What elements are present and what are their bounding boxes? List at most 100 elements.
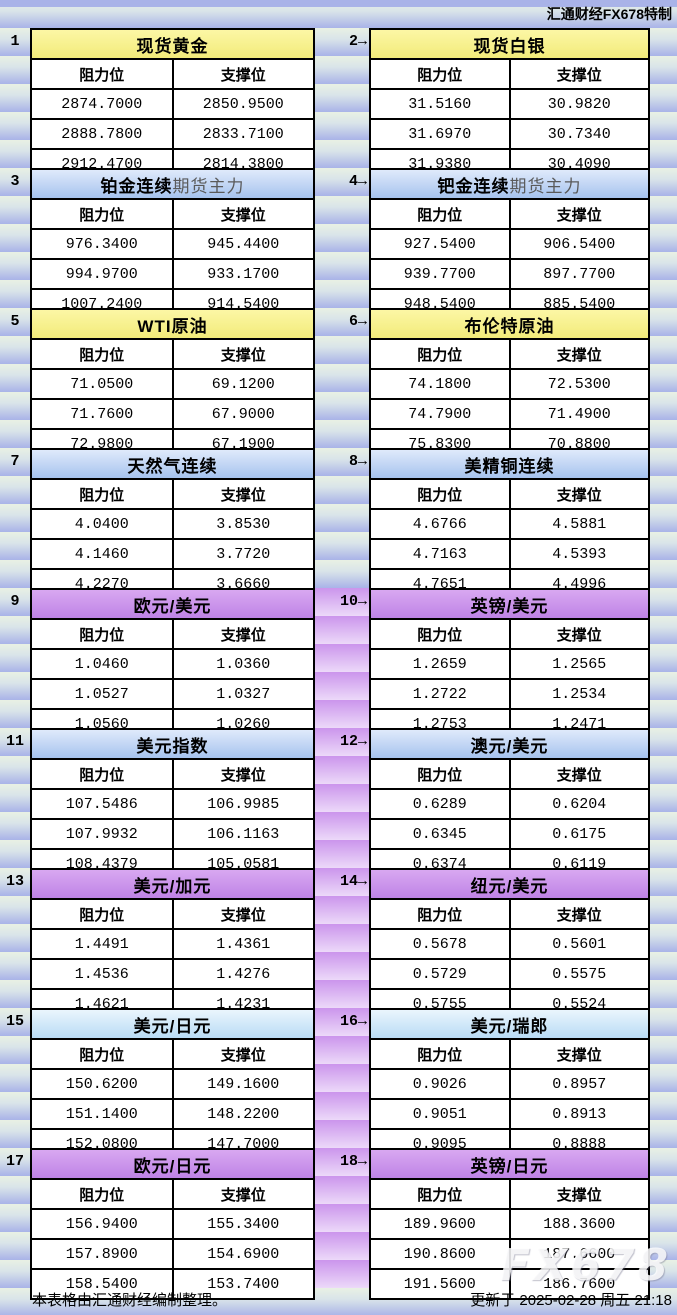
support-value: 155.3400: [171, 1208, 315, 1240]
instrument-title-main: 钯金连续: [437, 176, 510, 196]
support-value: 1.2565: [508, 648, 650, 680]
instrument-title: 纽元/美元: [369, 868, 650, 900]
resistance-column-header: 阻力位: [30, 58, 174, 90]
support-column-header: 支撑位: [171, 198, 315, 230]
resistance-value: 0.6345: [369, 818, 511, 850]
center-gutter-purple-stripe: [315, 588, 369, 1288]
support-resistance-table: 现货黄金 阻力位 支撑位 2874.7000 2850.9500 2888.78…: [30, 28, 315, 180]
instrument-title: 美元指数: [30, 728, 315, 760]
instrument-title-main: 美精铜连续: [464, 456, 555, 476]
resistance-column-header: 阻力位: [30, 618, 174, 650]
support-value: 1.4361: [171, 928, 315, 960]
resistance-value: 74.7900: [369, 398, 511, 430]
support-column-header: 支撑位: [171, 478, 315, 510]
panel: 3 铂金连续期货主力 阻力位 支撑位 976.3400 945.4400 994…: [0, 168, 315, 320]
instrument-title-main: 澳元/美元: [470, 736, 549, 756]
resistance-value: 1.0560: [30, 708, 174, 740]
support-resistance-table: 纽元/美元 阻力位 支撑位 0.5678 0.5601 0.5729 0.557…: [369, 868, 650, 1020]
support-resistance-table: 天然气连续 阻力位 支撑位 4.0400 3.8530 4.1460 3.772…: [30, 448, 315, 600]
support-column-header: 支撑位: [508, 1178, 650, 1210]
panel: 15 美元/日元 阻力位 支撑位 150.6200 149.1600 151.1…: [0, 1008, 315, 1160]
support-column-header: 支撑位: [508, 338, 650, 370]
resistance-value: 31.5160: [369, 88, 511, 120]
panel: 1 现货黄金 阻力位 支撑位 2874.7000 2850.9500 2888.…: [0, 28, 315, 180]
support-column-header: 支撑位: [171, 338, 315, 370]
support-column-header: 支撑位: [171, 758, 315, 790]
support-value: 0.5575: [508, 958, 650, 990]
support-value: 0.6175: [508, 818, 650, 850]
instrument-title: 铂金连续期货主力: [30, 168, 315, 200]
support-value: 906.5400: [508, 228, 650, 260]
instrument-title: 现货白银: [369, 28, 650, 60]
panel: 13 美元/加元 阻力位 支撑位 1.4491 1.4361 1.4536 1.…: [0, 868, 315, 1020]
resistance-column-header: 阻力位: [369, 758, 511, 790]
top-blue-bar: [0, 0, 677, 7]
support-value: 0.8913: [508, 1098, 650, 1130]
support-resistance-table: 英镑/美元 阻力位 支撑位 1.2659 1.2565 1.2722 1.253…: [369, 588, 650, 740]
instrument-title: WTI原油: [30, 308, 315, 340]
resistance-column-header: 阻力位: [369, 338, 511, 370]
instrument-title: 英镑/美元: [369, 588, 650, 620]
support-resistance-table: 英镑/日元 阻力位 支撑位 189.9600 188.3600 190.8600…: [369, 1148, 650, 1300]
resistance-column-header: 阻力位: [30, 1038, 174, 1070]
panel-index-label: 1: [10, 33, 20, 50]
support-resistance-table: WTI原油 阻力位 支撑位 71.0500 69.1200 71.7600 67…: [30, 308, 315, 460]
resistance-value: 107.9932: [30, 818, 174, 850]
instrument-title: 美精铜连续: [369, 448, 650, 480]
support-value: 0.6204: [508, 788, 650, 820]
support-resistance-table: 美元/日元 阻力位 支撑位 150.6200 149.1600 151.1400…: [30, 1008, 315, 1160]
support-value: 149.1600: [171, 1068, 315, 1100]
support-value: 1.0327: [171, 678, 315, 710]
resistance-value: 4.6766: [369, 508, 511, 540]
support-column-header: 支撑位: [171, 618, 315, 650]
resistance-value: 71.0500: [30, 368, 174, 400]
resistance-value: 74.1800: [369, 368, 511, 400]
panel: 7 天然气连续 阻力位 支撑位 4.0400 3.8530 4.1460 3.7…: [0, 448, 315, 600]
support-column-header: 支撑位: [171, 898, 315, 930]
instrument-title-main: 美元/加元: [133, 876, 212, 896]
instrument-title-main: 布伦特原油: [464, 316, 555, 336]
panel-index-label: 13: [5, 873, 24, 890]
support-value: 4.5393: [508, 538, 650, 570]
panel-index-label: 8→: [348, 453, 367, 470]
resistance-value: 4.0400: [30, 508, 174, 540]
support-resistance-table: 铂金连续期货主力 阻力位 支撑位 976.3400 945.4400 994.9…: [30, 168, 315, 320]
resistance-value: 2874.7000: [30, 88, 174, 120]
resistance-value: 190.8600: [369, 1238, 511, 1270]
resistance-value: 4.1460: [30, 538, 174, 570]
resistance-value: 1.4536: [30, 958, 174, 990]
support-resistance-table: 澳元/美元 阻力位 支撑位 0.6289 0.6204 0.6345 0.617…: [369, 728, 650, 880]
resistance-value: 1.2659: [369, 648, 511, 680]
resistance-value: 1.0527: [30, 678, 174, 710]
panel: 9 欧元/美元 阻力位 支撑位 1.0460 1.0360 1.0527 1.0…: [0, 588, 315, 740]
resistance-value: 2888.7800: [30, 118, 174, 150]
support-resistance-table: 现货白银 阻力位 支撑位 31.5160 30.9820 31.6970 30.…: [369, 28, 650, 180]
brand-note: 汇通财经FX678特制: [546, 6, 672, 22]
support-column-header: 支撑位: [508, 758, 650, 790]
support-resistance-table: 布伦特原油 阻力位 支撑位 74.1800 72.5300 74.7900 71…: [369, 308, 650, 460]
support-column-header: 支撑位: [171, 1178, 315, 1210]
instrument-title: 英镑/日元: [369, 1148, 650, 1180]
panel: 18→ 英镑/日元 阻力位 支撑位 189.9600 188.3600 190.…: [315, 1148, 650, 1300]
support-value: 1.4276: [171, 958, 315, 990]
support-value: 1.0360: [171, 648, 315, 680]
support-value: 0.5601: [508, 928, 650, 960]
support-value: 69.1200: [171, 368, 315, 400]
resistance-value: 150.6200: [30, 1068, 174, 1100]
instrument-title: 布伦特原油: [369, 308, 650, 340]
support-value: 945.4400: [171, 228, 315, 260]
panel: 12→ 澳元/美元 阻力位 支撑位 0.6289 0.6204 0.6345 0…: [315, 728, 650, 880]
resistance-value: 31.6970: [369, 118, 511, 150]
panel: 17 欧元/日元 阻力位 支撑位 156.9400 155.3400 157.8…: [0, 1148, 315, 1300]
resistance-value: 4.7163: [369, 538, 511, 570]
resistance-value: 976.3400: [30, 228, 174, 260]
panel: 5 WTI原油 阻力位 支撑位 71.0500 69.1200 71.7600 …: [0, 308, 315, 460]
support-value: 0.8957: [508, 1068, 650, 1100]
support-resistance-table: 美元/加元 阻力位 支撑位 1.4491 1.4361 1.4536 1.427…: [30, 868, 315, 1020]
resistance-value: 1.0460: [30, 648, 174, 680]
panel: 4→ 钯金连续期货主力 阻力位 支撑位 927.5400 906.5400 93…: [315, 168, 650, 320]
resistance-value: 158.5400: [30, 1268, 174, 1300]
resistance-column-header: 阻力位: [30, 338, 174, 370]
panel-index-label: 18→: [339, 1153, 367, 1170]
panel-index-label: 9: [10, 593, 20, 610]
